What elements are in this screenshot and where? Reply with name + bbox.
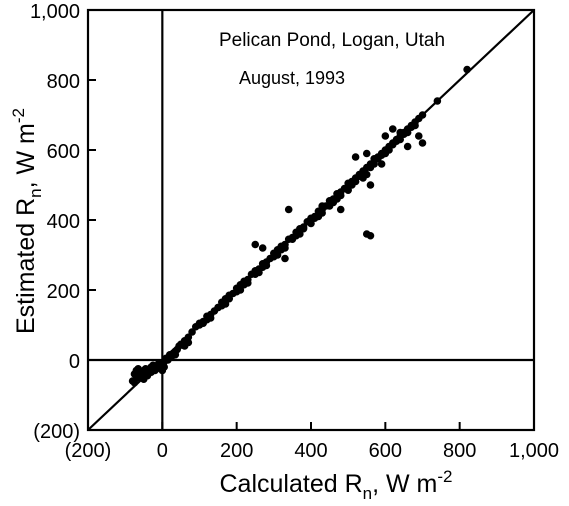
x-axis-title-sup: -2 xyxy=(437,467,452,486)
data-point xyxy=(411,121,419,130)
y-axis-title: Estimated Rn, W m-2 xyxy=(9,108,45,334)
data-point xyxy=(344,186,352,195)
data-point xyxy=(188,328,196,336)
y-axis-title-sub: n xyxy=(26,188,45,197)
y-tick-label: 800 xyxy=(47,71,80,93)
data-point xyxy=(318,202,326,210)
data-point xyxy=(132,371,141,380)
x-tick-label: 0 xyxy=(157,440,168,462)
data-point xyxy=(370,160,378,168)
data-point xyxy=(130,378,139,387)
y-tick-label: 200 xyxy=(47,281,80,303)
data-point xyxy=(236,286,245,294)
y-tick-label: 1,000 xyxy=(30,1,80,23)
y-tick-label: (200) xyxy=(33,421,80,443)
x-tick-label: 600 xyxy=(369,440,402,462)
data-point xyxy=(403,128,412,137)
y-axis-title-sup: -2 xyxy=(9,108,28,123)
y-tick-label: 0 xyxy=(69,351,80,373)
data-point xyxy=(355,172,364,181)
data-point xyxy=(273,251,282,259)
data-point xyxy=(307,219,315,228)
data-point xyxy=(281,244,289,252)
y-axis-title-main: Estimated R xyxy=(12,198,40,334)
data-point xyxy=(262,261,271,270)
data-point xyxy=(255,268,263,277)
data-point xyxy=(296,230,304,238)
ticks-layer: (200) 0 200 400 600 800 1,000 (200) 0 200 400 600 80… xyxy=(30,1,559,462)
x-tick-label: 200 xyxy=(220,440,253,462)
data-point xyxy=(351,177,360,186)
data-point xyxy=(244,279,252,287)
data-point xyxy=(433,97,442,105)
data-point xyxy=(281,254,289,263)
chart-subtitle: August, 1993 xyxy=(239,68,345,88)
x-tick-label: 1,000 xyxy=(509,440,559,462)
data-point xyxy=(184,338,193,347)
y-axis-title-unit: , W m xyxy=(12,123,40,188)
chart-title: Pelican Pond, Logan, Utah xyxy=(219,30,445,51)
data-point xyxy=(336,205,345,214)
data-point xyxy=(299,224,308,233)
data-point xyxy=(388,125,397,133)
data-point xyxy=(284,205,293,214)
x-tick-label: 800 xyxy=(443,440,476,462)
y-tick-label: 400 xyxy=(47,211,80,233)
data-point xyxy=(414,132,423,140)
data-point xyxy=(418,111,427,119)
data-point xyxy=(377,160,386,168)
data-point xyxy=(362,149,371,158)
data-point xyxy=(366,181,375,189)
data-point xyxy=(206,314,215,322)
x-axis-title-sub: n xyxy=(363,484,372,503)
x-axis-title-unit: , W m xyxy=(372,470,437,498)
points-layer xyxy=(128,65,471,387)
x-axis-title: Calculated Rn, W m-2 xyxy=(220,467,453,503)
data-point xyxy=(221,300,230,308)
data-point xyxy=(318,209,326,217)
data-point xyxy=(251,240,260,249)
data-point xyxy=(351,153,360,161)
data-point xyxy=(171,350,180,359)
x-tick-label: 400 xyxy=(294,440,327,462)
data-point xyxy=(418,139,427,147)
data-point xyxy=(403,142,412,151)
x-axis-title-main: Calculated R xyxy=(220,470,363,498)
data-point xyxy=(362,170,371,179)
data-point xyxy=(366,231,375,240)
data-point xyxy=(184,333,193,342)
data-point xyxy=(333,195,341,203)
data-point xyxy=(396,128,405,137)
data-point xyxy=(463,65,471,74)
data-point xyxy=(258,244,267,252)
data-point xyxy=(385,146,393,154)
x-tick-label: (200) xyxy=(65,440,112,462)
data-point xyxy=(225,294,234,303)
y-tick-label: 600 xyxy=(47,141,80,163)
data-point xyxy=(134,364,142,373)
data-point xyxy=(381,132,390,140)
data-point xyxy=(396,135,405,144)
